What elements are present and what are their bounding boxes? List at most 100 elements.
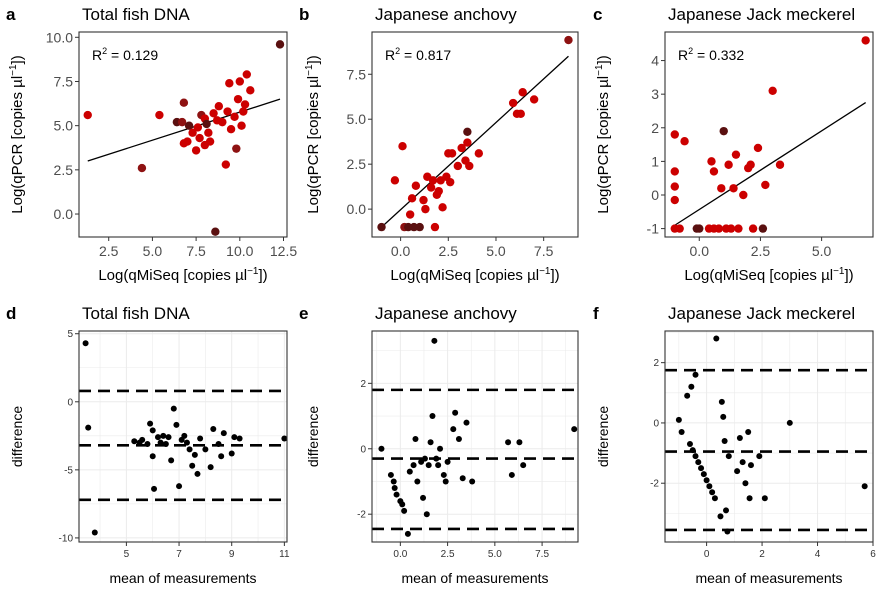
data-point xyxy=(431,337,438,344)
data-point xyxy=(724,528,731,535)
data-point xyxy=(734,468,741,475)
y-tick-label: 0 xyxy=(67,397,73,408)
regression-line xyxy=(674,102,867,226)
data-point xyxy=(678,428,685,435)
data-point xyxy=(423,511,430,518)
data-point xyxy=(406,468,413,475)
x-tick-label: 2 xyxy=(759,549,765,560)
data-point xyxy=(168,457,175,464)
data-point xyxy=(695,224,704,233)
data-point xyxy=(758,224,768,233)
data-point xyxy=(420,494,427,501)
plot-border xyxy=(371,31,579,238)
data-point xyxy=(714,224,724,233)
x-tick-label: 6 xyxy=(870,549,876,560)
data-point xyxy=(529,95,539,104)
data-point xyxy=(407,194,417,203)
panel-e: e Japanese anchovy 0.0 2.5 5.0 7.5 -2 0 2 mean of… xyxy=(299,304,579,586)
panel-letter: b xyxy=(299,5,309,24)
data-point xyxy=(508,471,515,478)
r-squared-annotation: R2 = 0.817 xyxy=(385,46,451,63)
data-point xyxy=(447,149,457,158)
data-point xyxy=(377,222,386,232)
data-point xyxy=(718,398,725,405)
grid-lines xyxy=(79,331,287,542)
data-point xyxy=(398,141,407,151)
data-point xyxy=(720,413,727,420)
y-tick-label: 2 xyxy=(653,358,659,369)
data-point xyxy=(425,462,432,469)
plot-border xyxy=(78,31,288,238)
data-point xyxy=(761,180,770,190)
x-tick-label: 5.0 xyxy=(486,243,506,259)
panel-letter: d xyxy=(6,304,16,323)
data-point xyxy=(410,462,417,469)
data-point xyxy=(233,94,243,104)
plot-border xyxy=(78,330,288,543)
data-point xyxy=(442,478,449,485)
panel-c: c Japanese Jack meckerel 0.0 2.5 5.0 -1 0 1 2 3 4 L… xyxy=(593,5,874,284)
data-point xyxy=(387,471,394,478)
data-point xyxy=(177,117,187,127)
grid-lines xyxy=(372,331,578,542)
data-point xyxy=(450,426,457,433)
data-point xyxy=(723,507,730,514)
data-point xyxy=(742,480,749,487)
data-point xyxy=(748,224,758,233)
x-tick-label: 5.0 xyxy=(812,243,832,259)
data-point xyxy=(412,435,419,442)
r-squared-annotation: R2 = 0.129 xyxy=(92,46,158,63)
data-point xyxy=(391,485,398,492)
data-point xyxy=(235,77,245,86)
y-tick-label: 0.0 xyxy=(347,201,367,217)
data-point xyxy=(390,478,397,485)
data-point xyxy=(746,160,755,169)
data-point xyxy=(191,451,198,458)
data-point xyxy=(505,439,512,446)
panel-a: a Total fish DNA 2.5 5.0 7.5 10.0 12.5 0.0 2.5 5.… xyxy=(6,5,297,284)
data-point xyxy=(786,419,793,426)
x-tick-label: 7.5 xyxy=(186,243,206,259)
panel-letter: f xyxy=(593,304,599,323)
data-point xyxy=(218,453,225,460)
data-point xyxy=(405,210,415,219)
data-point xyxy=(240,100,250,109)
plot-border xyxy=(664,330,874,543)
data-point xyxy=(214,102,224,111)
y-tick-label: 5.0 xyxy=(347,111,367,127)
x-tick-label: 0.0 xyxy=(391,243,411,259)
data-point xyxy=(706,483,713,490)
x-axis-label: Log(qMiSeq [copies µl−1]) xyxy=(98,266,267,284)
x-tick-label: 9 xyxy=(229,549,235,560)
data-point xyxy=(228,450,235,457)
data-point xyxy=(404,530,411,537)
data-point xyxy=(195,133,204,143)
y-tick-label: 3 xyxy=(651,86,659,102)
data-point xyxy=(220,430,227,437)
data-point xyxy=(204,128,213,137)
x-tick-label: 5 xyxy=(124,549,130,560)
data-point xyxy=(747,462,754,469)
data-point xyxy=(698,465,705,472)
data-point xyxy=(457,143,466,153)
data-point xyxy=(731,150,741,159)
data-point xyxy=(415,222,424,232)
data-point xyxy=(242,70,251,79)
grid-lines xyxy=(665,331,873,542)
panel-title: Total fish DNA xyxy=(82,304,190,323)
data-point xyxy=(85,424,92,431)
y-tick-label: 2.5 xyxy=(54,162,74,178)
panel-title: Total fish DNA xyxy=(82,5,190,24)
data-point xyxy=(246,86,255,95)
plot-border xyxy=(664,31,874,238)
data-point xyxy=(193,123,203,132)
data-point xyxy=(692,453,699,460)
data-point xyxy=(186,446,193,453)
data-point xyxy=(419,195,428,205)
y-tick-label: 0 xyxy=(360,444,366,455)
data-point xyxy=(756,453,763,460)
data-point xyxy=(700,471,707,478)
y-tick-label: 5.0 xyxy=(54,118,74,134)
data-point xyxy=(207,464,214,471)
